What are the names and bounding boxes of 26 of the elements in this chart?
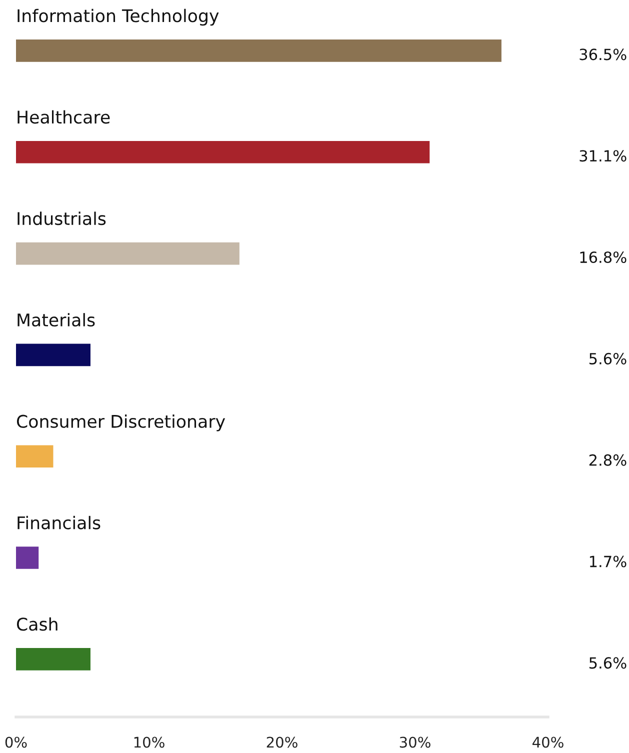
bar bbox=[16, 546, 39, 569]
x-tick-label: 30% bbox=[400, 736, 430, 748]
y-tick-label: Healthcare bbox=[18, 110, 110, 124]
bar bbox=[16, 344, 90, 366]
bar bbox=[16, 40, 502, 62]
y-tick-label: Consumer Discretionary bbox=[16, 414, 226, 432]
x-tick-label: 20% bbox=[266, 736, 298, 748]
y-tick-label: Financials bbox=[18, 516, 100, 530]
data-label: 16.8% bbox=[580, 251, 626, 264]
y-tick-label: Cash bbox=[16, 617, 58, 631]
data-label: 1.7% bbox=[590, 556, 626, 568]
data-label: 36.5% bbox=[580, 48, 626, 60]
x-tick-label: 0% bbox=[5, 736, 27, 748]
data-label: 2.8% bbox=[589, 454, 626, 466]
bar bbox=[16, 648, 90, 670]
y-tick-label: Information Technology bbox=[18, 8, 219, 26]
data-label: 5.6% bbox=[589, 352, 626, 364]
x-tick-label: 10% bbox=[134, 736, 164, 748]
data-label: 31.1% bbox=[580, 150, 626, 162]
y-tick-label: Industrials bbox=[18, 212, 106, 226]
y-tick-label: Materials bbox=[18, 313, 95, 327]
bar bbox=[16, 445, 54, 468]
x-tick-label: 40% bbox=[532, 736, 564, 748]
data-label: 5.6% bbox=[589, 657, 626, 669]
bar bbox=[16, 242, 240, 265]
bar bbox=[16, 140, 430, 164]
